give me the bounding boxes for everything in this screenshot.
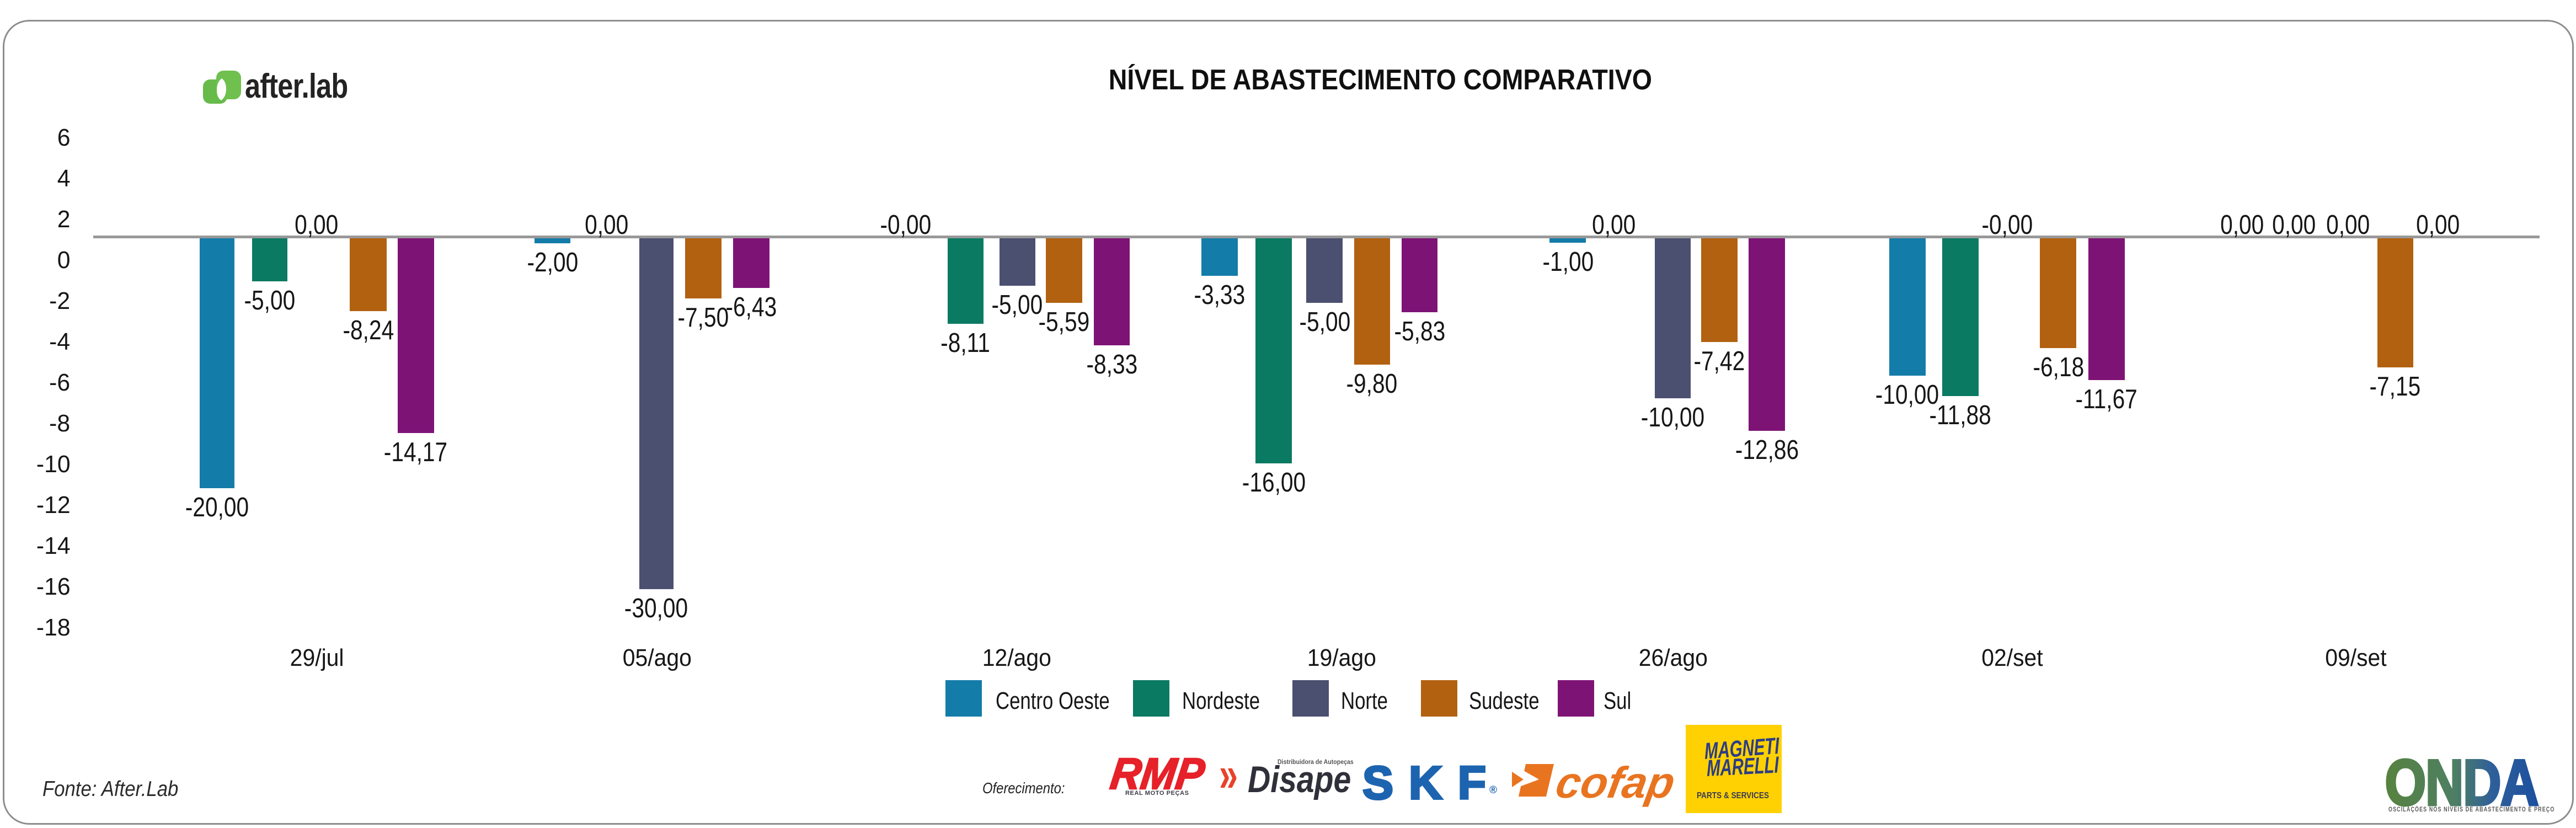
svg-text:ONDA: ONDA: [2385, 753, 2539, 814]
